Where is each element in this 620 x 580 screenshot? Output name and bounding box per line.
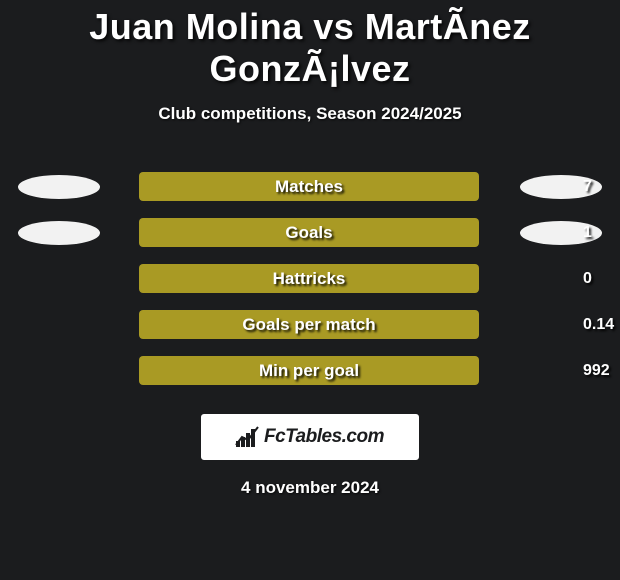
stat-row: Hattricks0 bbox=[0, 256, 620, 302]
stat-row: Min per goal992 bbox=[0, 348, 620, 394]
stats-rows: Matches7 Goals1 Hattricks0 Goals per match0… bbox=[0, 164, 620, 394]
stat-bar-fill bbox=[139, 264, 479, 293]
stat-bar-track: Min per goal992 bbox=[139, 356, 479, 385]
stat-bar-track: Goals per match0.14 bbox=[139, 310, 479, 339]
stat-row: Goals per match0.14 bbox=[0, 302, 620, 348]
stat-bar-track: Hattricks0 bbox=[139, 264, 479, 293]
subtitle: Club competitions, Season 2024/2025 bbox=[0, 104, 620, 124]
player1-marker bbox=[18, 221, 100, 245]
stat-value-p2: 1 bbox=[583, 224, 592, 242]
stat-value-p2: 0 bbox=[583, 270, 592, 288]
stat-row: Goals1 bbox=[0, 210, 620, 256]
player1-marker bbox=[18, 175, 100, 199]
stat-bar-track: Goals1 bbox=[139, 218, 479, 247]
stat-bar-fill bbox=[139, 310, 479, 339]
stat-value-p2: 992 bbox=[583, 362, 610, 380]
stat-bar-fill bbox=[139, 218, 479, 247]
logo-box: FcTables.com bbox=[201, 414, 419, 460]
stat-value-p2: 7 bbox=[583, 178, 592, 196]
date-text: 4 november 2024 bbox=[0, 478, 620, 498]
stat-row: Matches7 bbox=[0, 164, 620, 210]
logo-text: FcTables.com bbox=[264, 426, 384, 448]
stat-bar-fill bbox=[139, 172, 479, 201]
stat-value-p2: 0.14 bbox=[583, 316, 614, 334]
page-title: Juan Molina vs MartÃ­nez GonzÃ¡lvez bbox=[0, 6, 620, 90]
stat-bar-fill bbox=[139, 356, 479, 385]
stat-bar-track: Matches7 bbox=[139, 172, 479, 201]
logo-bars-icon bbox=[236, 427, 260, 447]
